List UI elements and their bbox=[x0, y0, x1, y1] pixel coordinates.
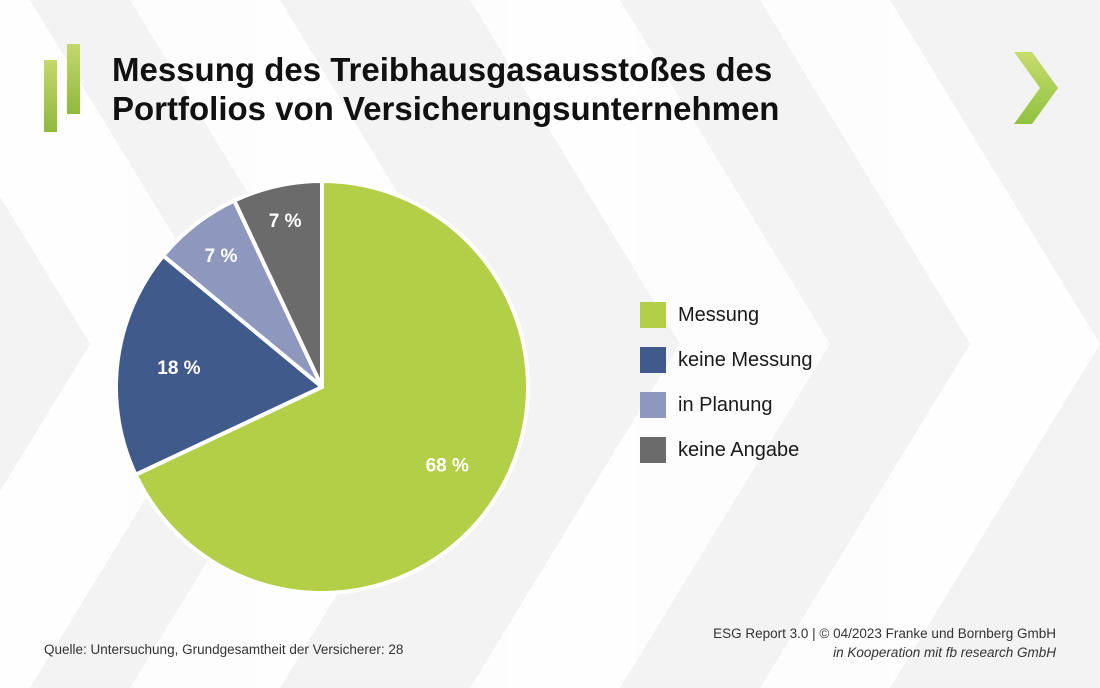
legend-swatch bbox=[640, 302, 666, 328]
legend-swatch bbox=[640, 392, 666, 418]
pie-slice-keine-messung bbox=[114, 253, 324, 477]
logo-bar-left bbox=[44, 60, 57, 132]
pie-chart: 68 % 18 % 7 % 7 % bbox=[114, 179, 530, 595]
chevron-right-icon bbox=[1014, 52, 1058, 124]
legend-label: keine Messung bbox=[678, 348, 813, 371]
legend-swatch bbox=[640, 347, 666, 373]
legend-label: keine Angabe bbox=[678, 438, 800, 461]
pie-data-label: 18 % bbox=[157, 358, 200, 379]
credit-line-2: in Kooperation mit fb research GmbH bbox=[833, 645, 1056, 660]
title-line-1: Messung des Treibhausgasausstoßes des bbox=[112, 51, 773, 88]
legend-item: keine Messung bbox=[640, 345, 813, 375]
legend-label: Messung bbox=[678, 303, 760, 326]
logo-bar-right bbox=[67, 44, 80, 114]
legend-item: in Planung bbox=[640, 390, 813, 420]
title-line-2: Portfolios von Versicherungsunternehmen bbox=[112, 90, 780, 127]
pie-data-label: 68 % bbox=[426, 455, 469, 476]
chart-legend: Messung keine Messung in Planung keine Anga… bbox=[640, 300, 813, 480]
credit-line-1: ESG Report 3.0 | © 04/2023 Franke und Bo… bbox=[713, 626, 1056, 641]
credit-note: ESG Report 3.0 | © 04/2023 Franke und Bo… bbox=[713, 624, 1056, 662]
legend-item: Messung bbox=[640, 300, 813, 330]
legend-swatch bbox=[640, 437, 666, 463]
pie-data-label: 7 % bbox=[269, 211, 302, 232]
pie-slice-messung bbox=[133, 179, 530, 595]
pie-data-label: 7 % bbox=[205, 246, 238, 267]
page-title: Messung des Treibhausgasausstoßes des Po… bbox=[112, 50, 972, 128]
pie-slice-keine-angabe bbox=[232, 179, 324, 389]
legend-item: keine Angabe bbox=[640, 435, 813, 465]
legend-label: in Planung bbox=[678, 393, 773, 416]
source-note: Quelle: Untersuchung, Grundgesamtheit de… bbox=[44, 642, 404, 657]
bar-logo-icon bbox=[44, 44, 84, 134]
